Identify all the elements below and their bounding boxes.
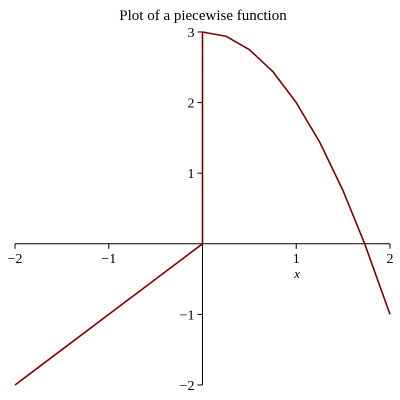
x-axis-label: x <box>293 266 300 281</box>
y-tick-label: 1 <box>188 167 195 182</box>
series-lines <box>14 31 391 386</box>
series-line <box>14 31 391 386</box>
tick-labels: −2 −1 1 2 −2 −1 1 2 3 <box>8 26 394 394</box>
x-tick-label: −1 <box>101 252 116 267</box>
y-tick-label: −2 <box>180 379 195 394</box>
chart-title: Plot of a piecewise function <box>119 8 287 24</box>
y-tick-label: 2 <box>188 97 195 112</box>
tick-marks <box>14 31 391 386</box>
y-tick-label: −1 <box>180 308 195 323</box>
x-tick-label: 2 <box>387 252 394 267</box>
x-tick-label: −2 <box>8 252 23 267</box>
y-tick-label: 3 <box>188 26 195 41</box>
x-tick-label: 1 <box>293 252 300 267</box>
